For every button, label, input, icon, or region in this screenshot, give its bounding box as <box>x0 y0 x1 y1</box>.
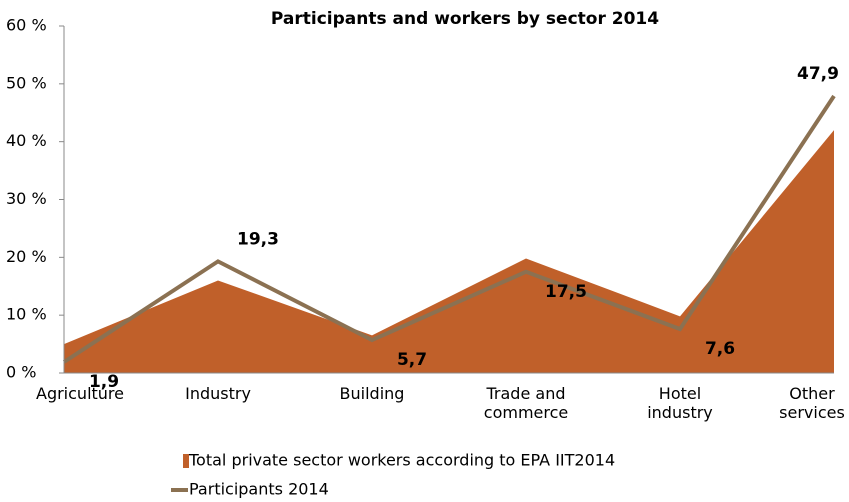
x-tick-label: Trade and commerce <box>483 384 569 422</box>
y-tick-label: 30 % <box>6 189 47 208</box>
x-tick-label: Other services <box>779 384 845 422</box>
x-tick-label: Hotel industry <box>647 384 713 422</box>
x-tick-label: Agriculture <box>36 384 124 403</box>
y-tick-label: 60 % <box>6 16 47 35</box>
area <box>64 130 834 373</box>
data-label: 5,7 <box>397 350 427 370</box>
data-label: 1,9 <box>89 372 119 392</box>
legend-label: Total private sector workers according t… <box>188 451 615 470</box>
data-label: 7,6 <box>705 339 735 359</box>
legend-label: Participants 2014 <box>189 480 329 499</box>
y-tick-label: 40 % <box>6 131 47 150</box>
y-tick-label: 50 % <box>6 73 47 92</box>
data-label: 17,5 <box>545 282 587 302</box>
y-tick-label: 20 % <box>6 247 47 266</box>
y-tick-label: 0 % <box>6 363 36 382</box>
line <box>62 94 836 364</box>
legend-swatch <box>183 454 189 468</box>
data-label: 47,9 <box>797 64 839 84</box>
x-tick-label: Building <box>339 384 405 403</box>
data-label: 19,3 <box>237 229 279 249</box>
y-tick-label: 10 % <box>6 305 47 324</box>
chart-title: Participants and workers by sector 2014 <box>271 9 659 29</box>
x-tick-label: Industry <box>185 384 251 403</box>
